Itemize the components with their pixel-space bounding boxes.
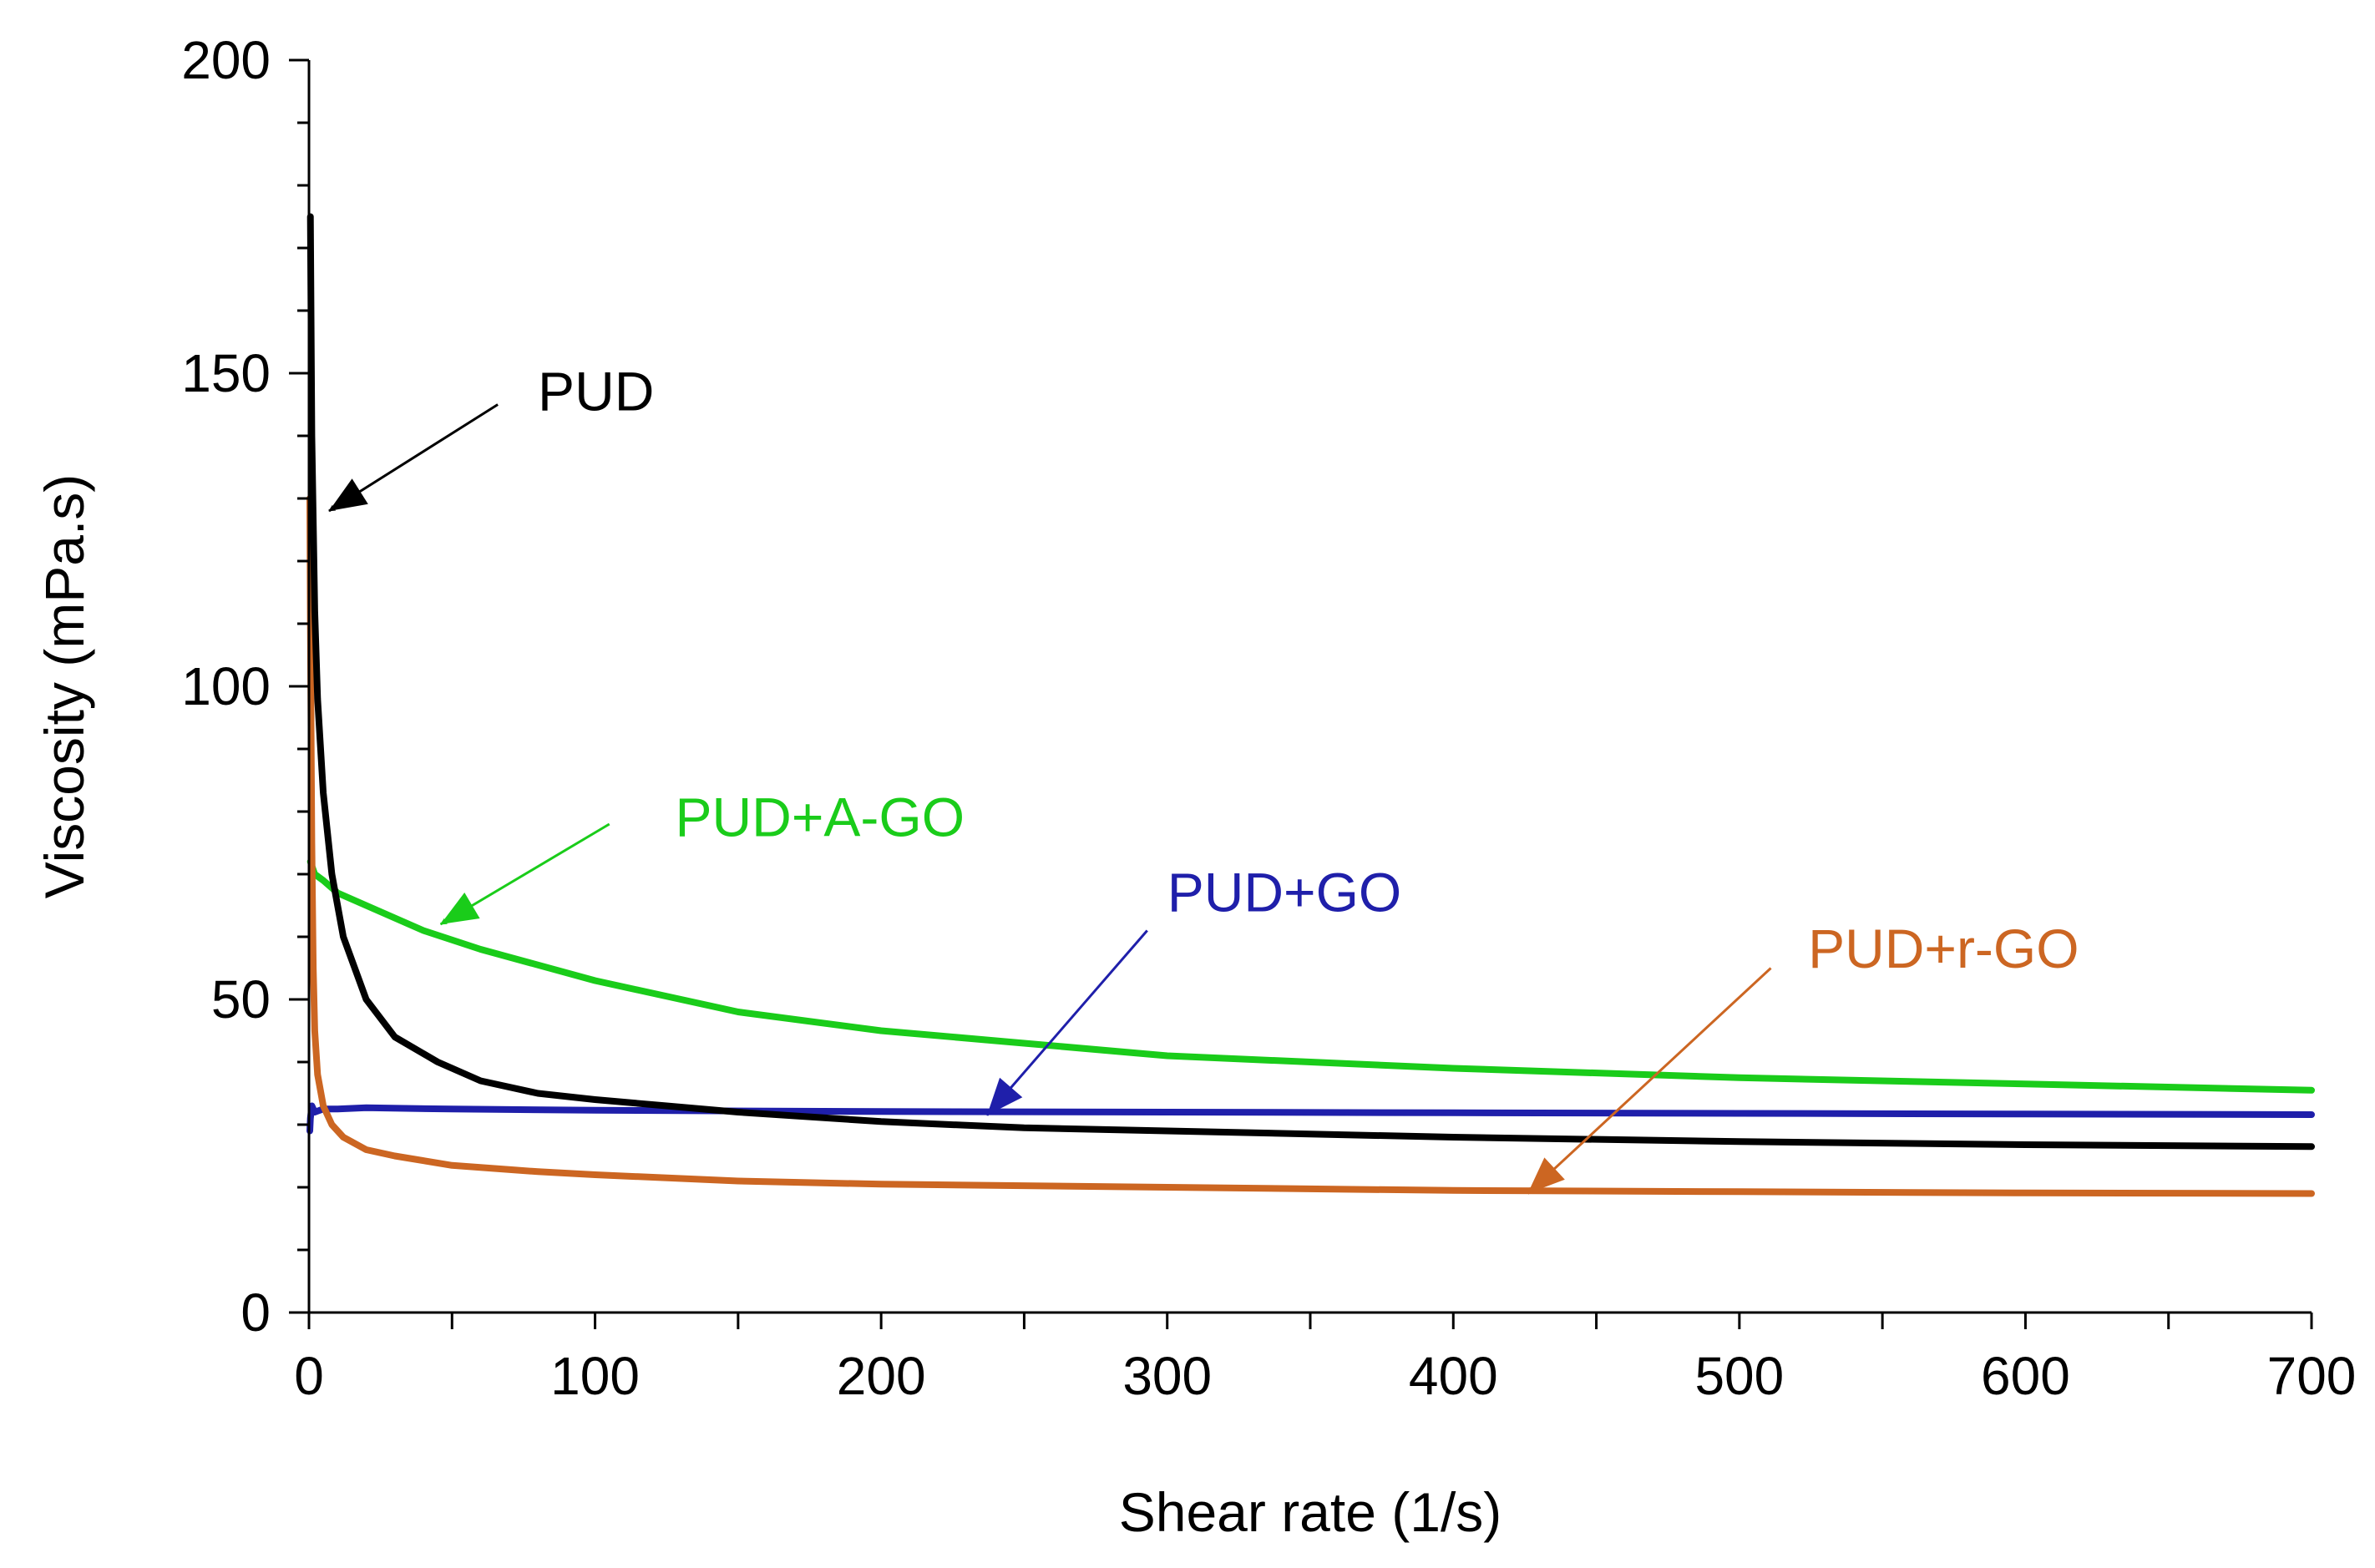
x-tick-label: 600 — [1981, 1346, 2070, 1406]
series-line-pud-go — [306, 1102, 2315, 1135]
annotation-arrow-pud-go — [985, 929, 1148, 1116]
annotation-arrowhead-pud-go — [986, 1077, 1023, 1115]
annotation-label-pud-a-go: PUD+A-GO — [675, 787, 965, 848]
annotation-arrowhead-pud-a-go — [440, 893, 480, 924]
series-line-pud-r-go — [306, 495, 2315, 1197]
x-tick-label: 200 — [837, 1346, 926, 1406]
annotation-label-pud-r-go: PUD+r-GO — [1808, 918, 2079, 979]
y-axis-title: Viscosity (mPa.s) — [33, 474, 95, 899]
annotation-arrowhead-pud-r-go — [1527, 1157, 1565, 1194]
series-line-pud — [306, 213, 2315, 1151]
annotation-arrowhead-pud — [328, 478, 368, 511]
series-line-pud-a-go — [306, 858, 2315, 1094]
y-tick-label: 200 — [181, 30, 271, 90]
x-tick-label: 300 — [1122, 1346, 1212, 1406]
x-tick-label: 400 — [1409, 1346, 1498, 1406]
x-tick-label: 0 — [294, 1346, 324, 1406]
x-axis-title: Shear rate (1/s) — [1119, 1481, 1502, 1543]
series-layer — [306, 213, 2315, 1197]
y-tick-label: 100 — [181, 656, 271, 716]
x-tick-label: 700 — [2267, 1346, 2357, 1406]
axes — [289, 58, 2313, 1329]
x-tick-label: 100 — [550, 1346, 640, 1406]
x-tick-label: 500 — [1694, 1346, 1784, 1406]
y-tick-label: 0 — [241, 1282, 271, 1343]
annotation-label-pud: PUD — [538, 361, 654, 422]
annotation-label-pud-go: PUD+GO — [1167, 862, 1402, 923]
tick-labels: 0 50 100 150 200 0 100 200 300 400 500 600 700 — [181, 30, 2356, 1406]
y-tick-label: 50 — [211, 969, 271, 1029]
annotations: PUD PUD+A-GO PUD+GO PUD+r-GO — [328, 361, 2079, 1195]
annotation-arrow-pud-r-go — [1527, 967, 1772, 1195]
y-tick-label: 150 — [181, 343, 271, 403]
